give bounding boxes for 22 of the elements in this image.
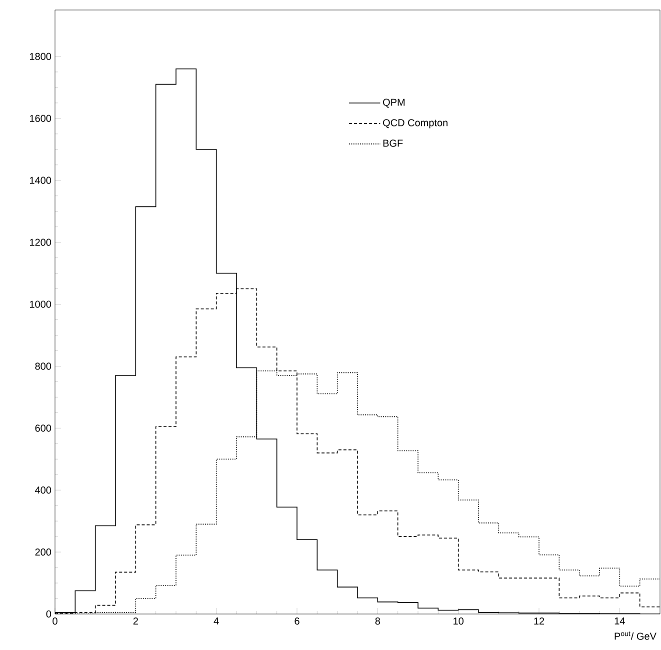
x-tick-label: 2 — [133, 618, 138, 625]
y-tick-label: 1600 — [30, 114, 52, 122]
x-tick-label: 0 — [52, 618, 58, 625]
y-tick-label: 800 — [35, 362, 52, 370]
y-tick-label: 600 — [35, 424, 52, 432]
x-tick-label: 6 — [294, 618, 300, 625]
legend-label: QPM — [383, 98, 405, 108]
x-tick-label: 4 — [214, 618, 219, 624]
legend-label: QCD Compton — [383, 119, 448, 128]
y-tick-label: 0 — [46, 610, 52, 618]
y-tick-label: 400 — [35, 486, 52, 494]
y-tick-label: 1800 — [30, 52, 52, 60]
y-tick-label: 1000 — [30, 300, 52, 308]
y-tick-label: 1400 — [30, 176, 52, 184]
x-tick-label: 8 — [375, 618, 380, 625]
x-axis-title: P$^{out}$/ GeV — [614, 632, 656, 640]
x-tick-label: 10 — [454, 618, 464, 625]
x-tick-label: 14 — [614, 618, 625, 624]
y-tick-label: 200 — [35, 548, 52, 556]
legend-label: BGF — [383, 140, 403, 147]
y-tick-label: 1200 — [30, 238, 52, 246]
x-tick-label: 12 — [534, 618, 544, 625]
